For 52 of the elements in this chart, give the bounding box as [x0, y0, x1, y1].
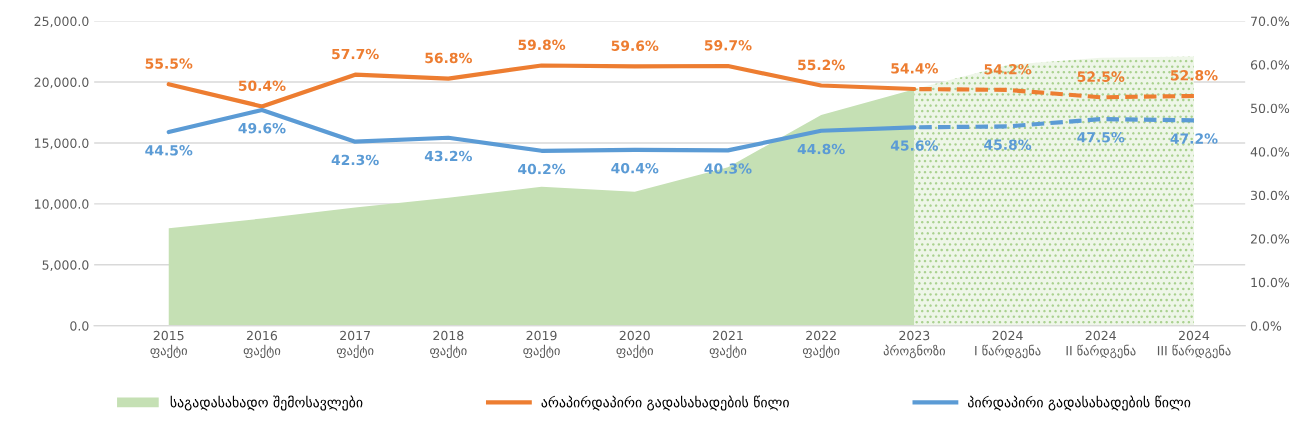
- data-label: 57.7%: [332, 48, 379, 60]
- legend-label: არაპირდაპირი გადასახადების წილი: [541, 395, 789, 411]
- data-label: 59.8%: [518, 39, 566, 51]
- legend-label: პირდაპირი გადასახადების წილი: [968, 395, 1191, 411]
- data-label: 52.8%: [1170, 70, 1218, 81]
- x-tick-label: 2016 ფაქტი: [243, 330, 281, 359]
- y-tick-label: 20,000.0: [34, 77, 89, 89]
- data-label: 44.5%: [145, 145, 193, 156]
- data-label: 59.6%: [611, 40, 659, 51]
- data-label: 43.2%: [424, 150, 472, 162]
- data-label: 40.4%: [611, 162, 659, 174]
- x-tick-label: 2015 ფაქტი: [150, 330, 187, 359]
- y-tick-label: 10,000.0: [35, 199, 89, 211]
- y2-tick-label: 30.0%: [1251, 190, 1290, 201]
- x-tick-label: 2020 ფაქტი: [616, 330, 653, 359]
- y2-tick-label: 40.0%: [1250, 147, 1290, 157]
- x-tick-label: 2017 ფაქტი: [336, 330, 374, 359]
- data-label: 49.6%: [238, 122, 286, 134]
- x-tick-label: 2019 ფაქტი: [523, 330, 560, 359]
- y-tick-label: 5,000.0: [42, 260, 89, 271]
- x-tick-label: 2023 პროგნოზი: [883, 330, 945, 359]
- y2-tick-label: 20.0%: [1250, 234, 1290, 244]
- x-tick-label: 2024 I წარდგენა: [975, 330, 1041, 359]
- data-label: 50.4%: [238, 80, 286, 92]
- data-label: 52.5%: [1077, 71, 1125, 82]
- y-tick-label: 0.0: [70, 321, 89, 331]
- data-label: 56.8%: [425, 52, 472, 64]
- x-tick-label: 2024 III წარდგენა: [1157, 330, 1231, 359]
- data-label: 44.8%: [797, 143, 845, 155]
- data-label: 47.2%: [1170, 133, 1218, 144]
- x-tick-label: 2022 ფაქტი: [802, 330, 840, 359]
- y-tick-label: 15,000.0: [35, 138, 89, 150]
- data-label: 45.8%: [984, 139, 1032, 150]
- data-label: 47.5%: [1077, 132, 1125, 143]
- y2-tick-label: 0.0%: [1250, 321, 1282, 331]
- data-label: 54.4%: [891, 63, 938, 74]
- data-label: 45.6%: [890, 140, 938, 151]
- data-label: 42.3%: [331, 154, 379, 166]
- legend-label: საგადასახადო შემოსავლები: [170, 395, 363, 411]
- y-tick-label: 25,000.0: [34, 16, 89, 28]
- data-label: 54.2%: [984, 63, 1032, 75]
- y2-tick-label: 10.0%: [1251, 277, 1290, 288]
- x-tick-label: 2021 ფაქტი: [709, 330, 747, 359]
- y2-tick-label: 50.0%: [1251, 103, 1290, 114]
- x-tick-label: 2018 ფაქტი: [430, 330, 467, 359]
- data-label: 59.7%: [704, 40, 752, 51]
- data-label: 55.2%: [798, 59, 845, 71]
- x-tick-label: 2024 II წარდგენა: [1066, 330, 1136, 359]
- y2-tick-label: 70.0%: [1251, 16, 1290, 27]
- data-label: 40.2%: [518, 163, 566, 175]
- y2-tick-label: 60.0%: [1250, 60, 1290, 70]
- data-label: 55.5%: [145, 58, 193, 69]
